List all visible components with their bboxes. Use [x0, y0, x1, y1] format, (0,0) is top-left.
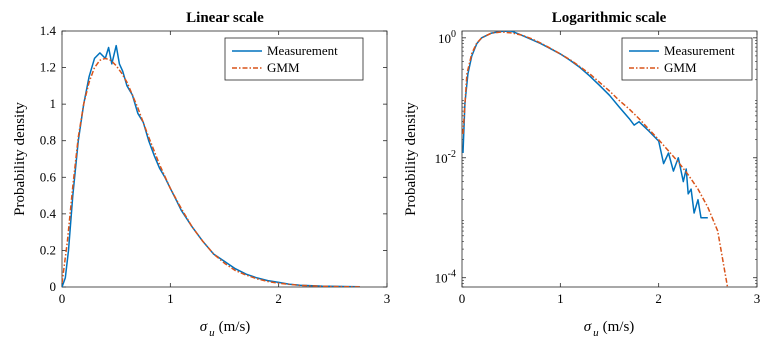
linear-series-lines [62, 44, 360, 287]
log-legend: Measurement GMM [621, 37, 753, 81]
x-tick-label: 3 [754, 291, 761, 306]
log-chart: Logarithmic scale 10-4 10-2 100 0 1 2 3 Proba… [403, 10, 760, 339]
linear-legend-measurement-label: Measurement [267, 43, 338, 58]
linear-x-axis-symbol: σ [200, 319, 208, 335]
linear-x-axis-label: σ u (m/s) [200, 319, 251, 339]
linear-chart-title: Linear scale [186, 10, 264, 26]
log-legend-gmm-label: GMM [664, 60, 697, 75]
y-tick-label: 0.6 [40, 169, 57, 184]
log-chart-title: Logarithmic scale [552, 10, 667, 26]
log-y-axis-label: Probability density [403, 102, 419, 216]
log-legend-measurement-label: Measurement [664, 43, 735, 58]
gmm-line [462, 31, 729, 287]
linear-legend-box [224, 37, 364, 81]
log-x-axis-symbol: σ [584, 319, 592, 335]
linear-x-axis-subscript: u [209, 327, 215, 339]
linear-y-axis-label: Probability density [12, 102, 28, 216]
y-tick-label: 1.4 [40, 23, 57, 38]
log-x-ticks: 0 1 2 3 [459, 31, 761, 306]
x-tick-label: 1 [167, 291, 174, 306]
y-tick-label: 10-4 [435, 269, 456, 286]
linear-chart: Linear scale 0 0.2 0.4 0.6 0.8 1 1.2 1.4 0 1 2 3 P… [12, 10, 390, 339]
y-tick-label: 10-2 [435, 149, 456, 166]
y-tick-label: 0.2 [40, 242, 56, 257]
log-series-lines [462, 31, 729, 287]
x-tick-label: 2 [655, 291, 662, 306]
linear-legend: Measurement GMM [224, 37, 364, 81]
x-tick-label: 0 [59, 291, 66, 306]
linear-legend-gmm-label: GMM [267, 60, 300, 75]
y-tick-label: 0.4 [40, 206, 57, 221]
x-tick-label: 2 [275, 291, 282, 306]
y-tick-label: 0.8 [40, 133, 56, 148]
measurement-line [62, 44, 360, 287]
log-x-axis-subscript: u [593, 327, 599, 339]
y-tick-label: 0 [50, 279, 57, 294]
x-tick-label: 0 [459, 291, 466, 306]
linear-y-ticks: 0 0.2 0.4 0.6 0.8 1 1.2 1.4 [40, 23, 387, 294]
log-x-axis-label: σ u (m/s) [584, 319, 635, 339]
x-tick-label: 3 [384, 291, 391, 306]
linear-x-axis-unit: (m/s) [219, 319, 251, 335]
log-legend-box [621, 37, 753, 81]
log-x-axis-unit: (m/s) [603, 319, 635, 335]
y-tick-label: 1 [50, 96, 57, 111]
gmm-line [62, 57, 360, 287]
y-tick-label: 1.2 [40, 60, 56, 75]
y-tick-label: 100 [438, 29, 456, 46]
log-y-ticks: 10-4 10-2 100 [435, 29, 757, 288]
x-tick-label: 1 [557, 291, 564, 306]
